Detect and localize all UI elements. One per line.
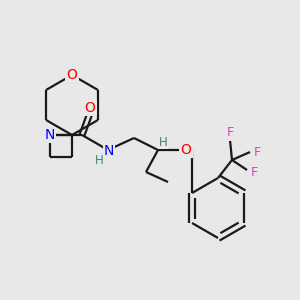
Text: H: H (94, 154, 103, 166)
Text: N: N (104, 144, 114, 158)
Text: O: O (181, 143, 191, 157)
Text: O: O (85, 101, 95, 115)
Text: F: F (250, 166, 258, 178)
Text: F: F (226, 127, 234, 140)
Text: F: F (254, 146, 261, 158)
Text: N: N (45, 128, 55, 142)
Text: H: H (159, 136, 167, 148)
Text: O: O (67, 68, 77, 82)
